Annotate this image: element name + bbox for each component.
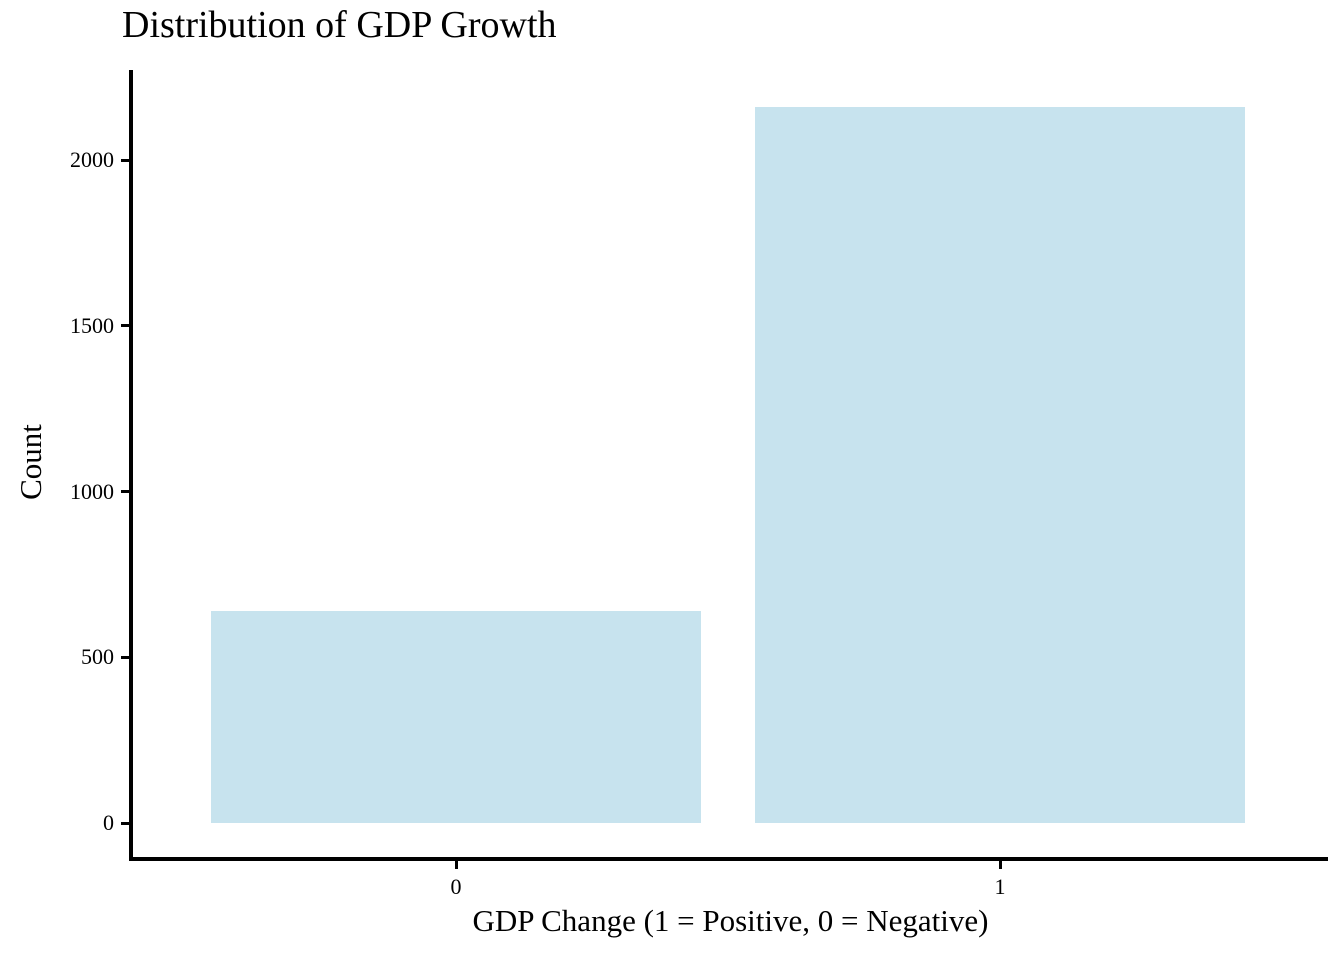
plot-area: 0 500 1000 1500 2000 0 1 — [70, 70, 1328, 899]
y-axis-tick — [121, 158, 129, 162]
bar-category-1 — [755, 106, 1245, 823]
y-axis-tick — [121, 324, 129, 328]
x-tick-label: 0 — [450, 874, 462, 899]
bar-category-0 — [211, 610, 701, 823]
x-axis-title: GDP Change (1 = Positive, 0 = Negative) — [472, 903, 989, 938]
x-axis-tick — [454, 861, 458, 869]
y-tick-label: 500 — [81, 644, 114, 670]
y-axis-tick — [121, 655, 129, 659]
x-tick-label: 1 — [994, 874, 1006, 899]
y-axis-tick — [121, 821, 129, 825]
y-tick-label: 0 — [103, 810, 114, 835]
y-tick-label: 2000 — [70, 147, 114, 172]
y-axis-tick — [121, 490, 129, 493]
x-axis-tick — [998, 861, 1002, 869]
y-axis-title: Count — [13, 424, 48, 500]
y-tick-label: 1500 — [70, 312, 114, 338]
y-tick-label: 1000 — [70, 478, 114, 504]
chart-title: Distribution of GDP Growth — [122, 4, 557, 46]
